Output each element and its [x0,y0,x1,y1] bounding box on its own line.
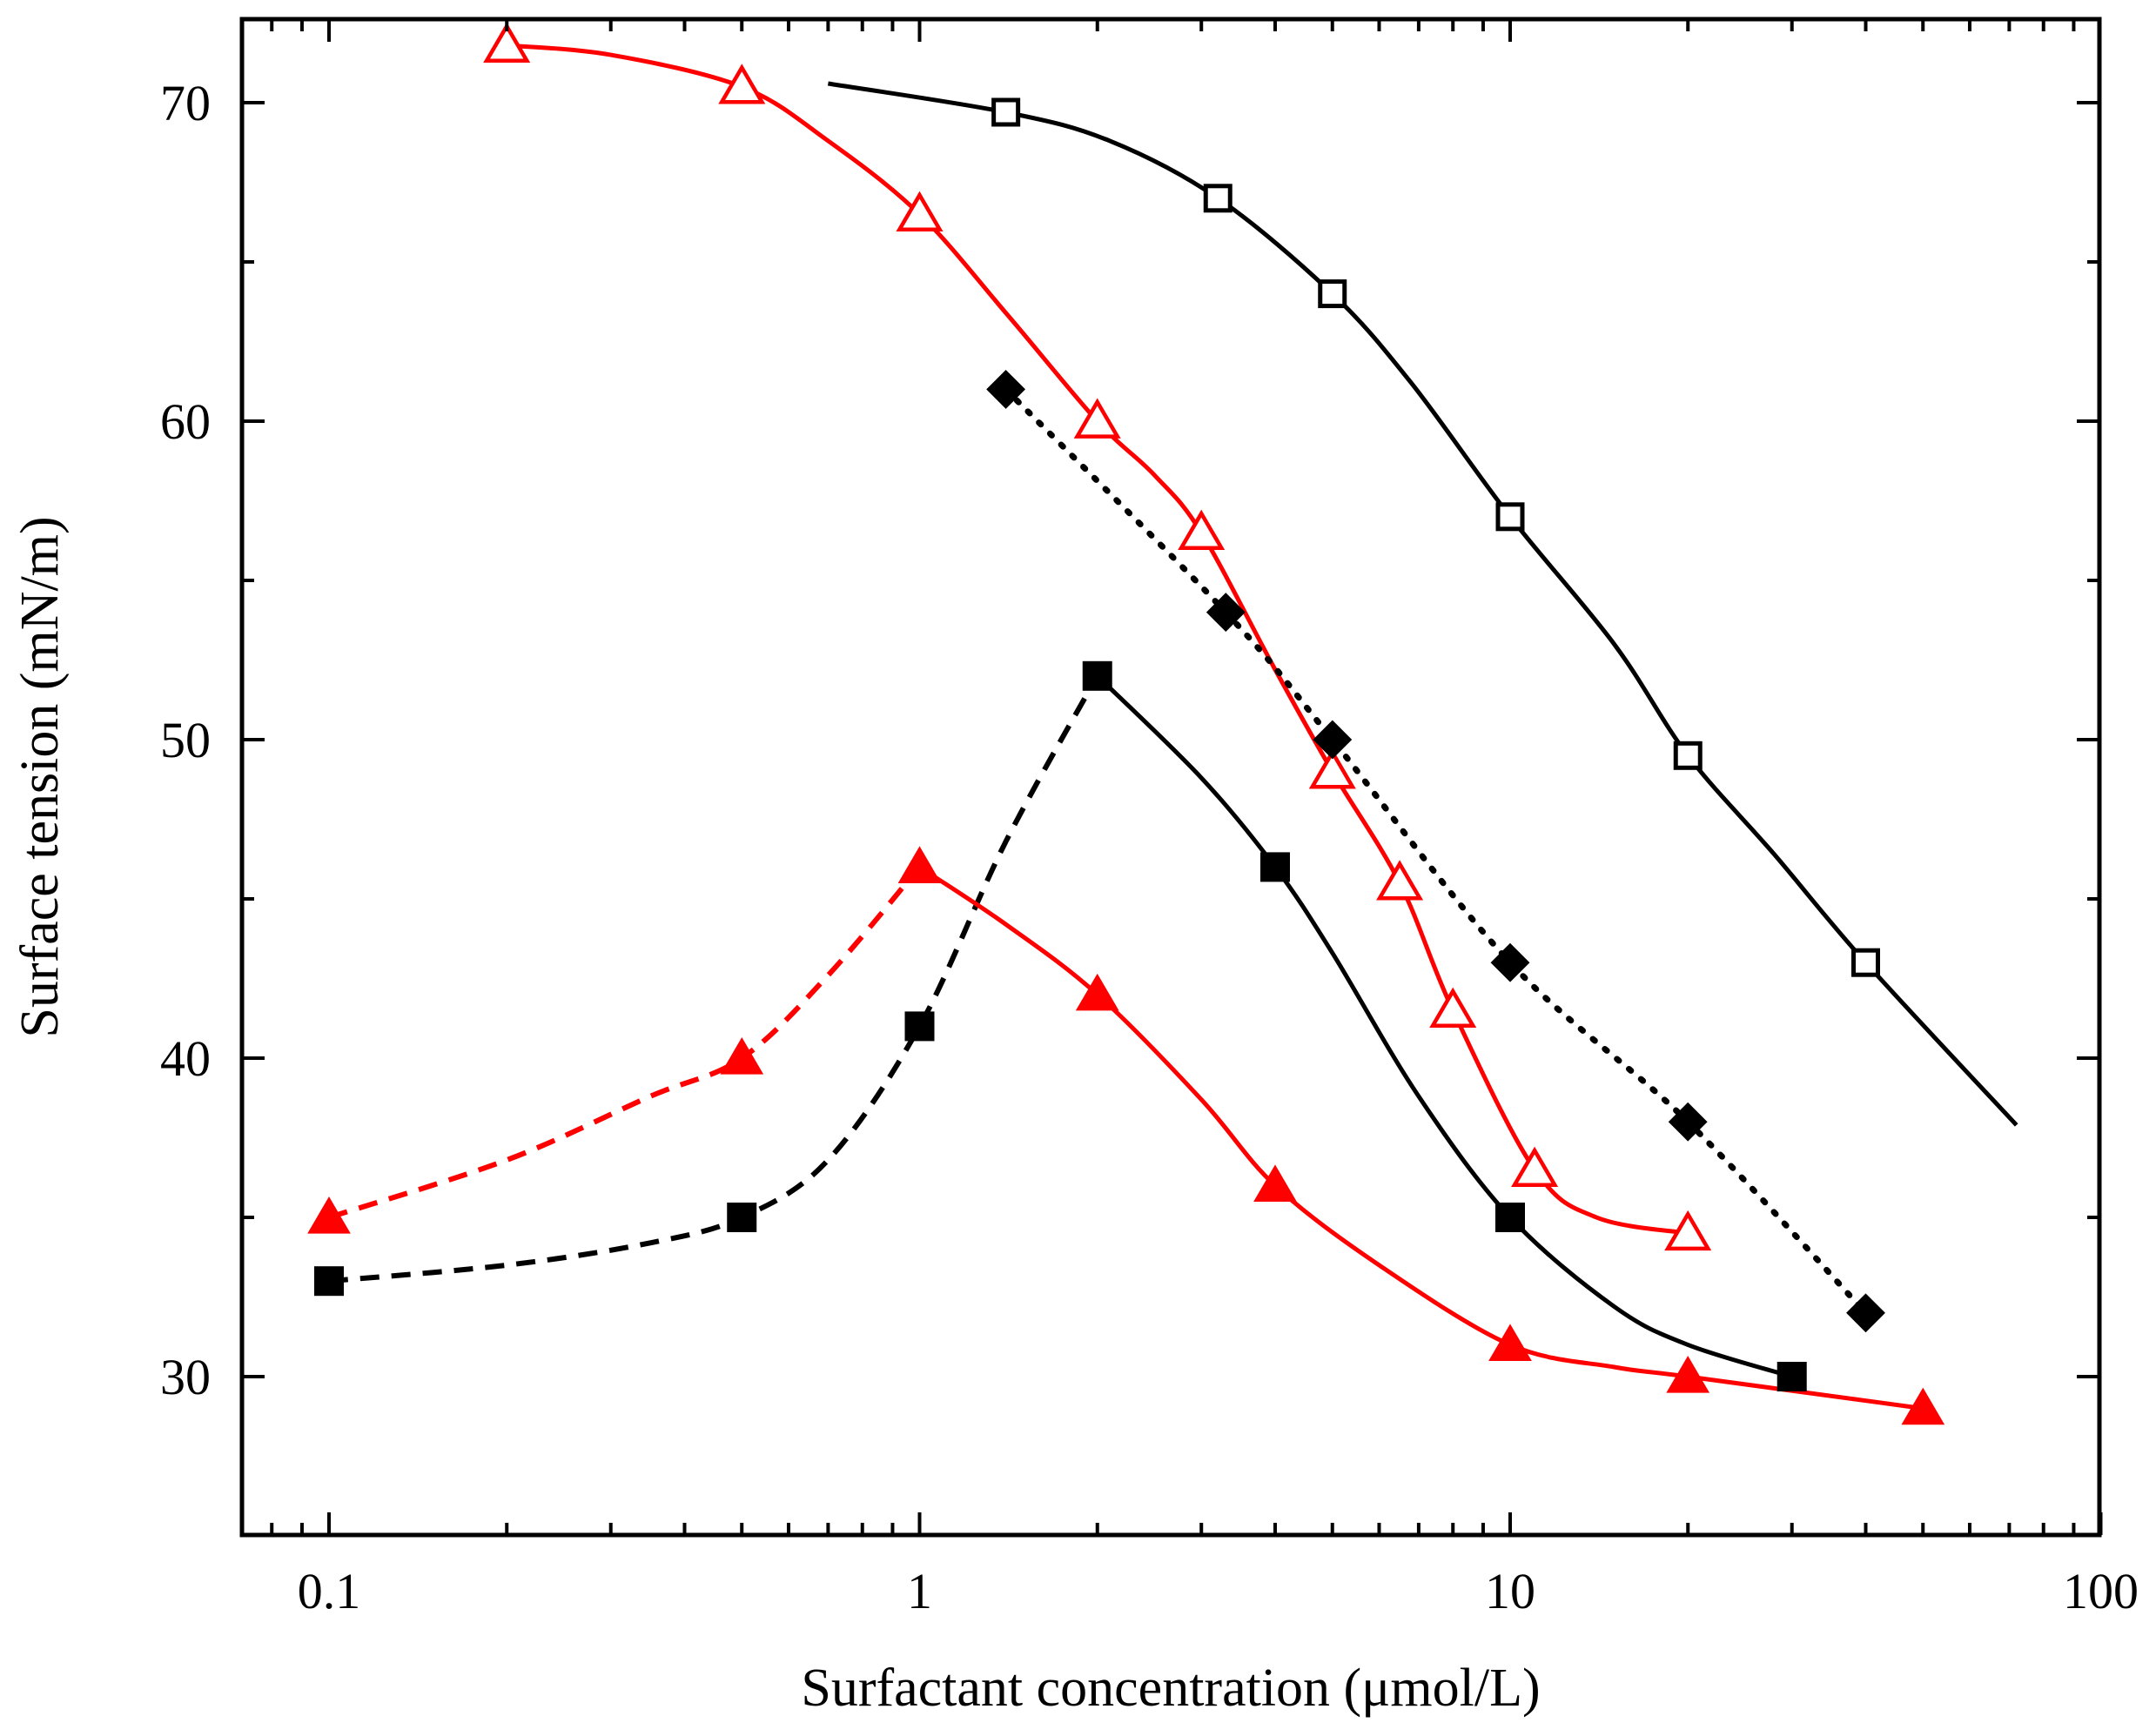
marker-open-triangles [1073,398,1121,439]
series-filled-diamonds-line [1003,385,1869,1317]
marker-filled-squares [1495,1203,1525,1232]
marker-filled-diamonds [1490,942,1530,982]
marker-filled-squares [314,1266,344,1297]
marker-open-squares [991,97,1021,127]
marker-filled-diamonds [1313,720,1353,760]
marker-filled-squares [1259,852,1290,882]
y-tick-labels: 30 40 50 60 70 [160,75,211,1405]
marker-open-triangles [1664,1210,1712,1251]
marker-open-triangles [483,22,531,63]
data-markers [307,22,1945,1425]
y-tick-label: 40 [160,1030,211,1087]
marker-filled-triangles [307,1196,351,1234]
marker-filled-triangles [1075,973,1119,1011]
marker-filled-diamonds [1668,1102,1708,1142]
marker-open-squares [1318,279,1347,309]
data-curves [328,43,2018,1411]
marker-filled-squares [1082,660,1112,691]
x-tick-label: 10 [1485,1563,1535,1619]
marker-filled-triangles [720,1037,764,1075]
plot-frame [239,17,2102,1538]
y-tick-label: 50 [160,712,211,768]
marker-open-squares [1673,741,1703,770]
marker-open-triangles [1511,1146,1559,1187]
marker-filled-triangles [1253,1164,1297,1202]
series-open-triangles-line [506,43,1689,1236]
x-axis-title: Surfactant concentration (μmol/L) [801,1659,1540,1718]
marker-filled-squares [904,1011,935,1042]
y-tick-label: 60 [160,393,211,450]
marker-open-triangles [1376,860,1424,901]
marker-open-triangles [896,191,944,231]
marker-open-squares [1850,948,1880,977]
marker-filled-diamonds [1206,593,1246,633]
marker-open-triangles [1429,987,1477,1028]
marker-filled-triangles [897,846,942,883]
marker-open-triangles [1178,509,1226,550]
marker-filled-triangles [1666,1356,1710,1393]
series-open-squares-line [828,81,2018,1127]
y-tick-label: 70 [160,75,211,131]
x-tick-label: 100 [2063,1563,2139,1619]
marker-filled-diamonds [1846,1293,1885,1333]
x-tick-label: 0.1 [298,1563,361,1619]
series-filled-triangles-solid-line [918,865,1924,1411]
series-filled-squares-dashed-line [328,674,1100,1284]
y-tick-label: 30 [160,1349,211,1405]
marker-open-squares [1203,184,1232,213]
x-tick-labels: 0.1 1 10 100 [298,1563,2139,1619]
x-tick-label: 1 [907,1563,932,1619]
marker-open-squares [1495,502,1525,532]
y-axis-title: Surface tension (mN/m) [10,516,70,1037]
series-filled-squares-solid-line [1095,674,1793,1379]
marker-open-triangles [718,64,766,104]
marker-filled-squares [1777,1362,1807,1391]
marker-filled-triangles [1488,1324,1532,1361]
marker-filled-triangles [1901,1387,1945,1425]
series-filled-triangles-dashed-line [328,865,922,1220]
marker-filled-squares [727,1203,757,1232]
marker-filled-diamonds [986,369,1026,409]
marker-open-triangles [1308,748,1356,789]
axis-ticks [242,19,2103,1535]
